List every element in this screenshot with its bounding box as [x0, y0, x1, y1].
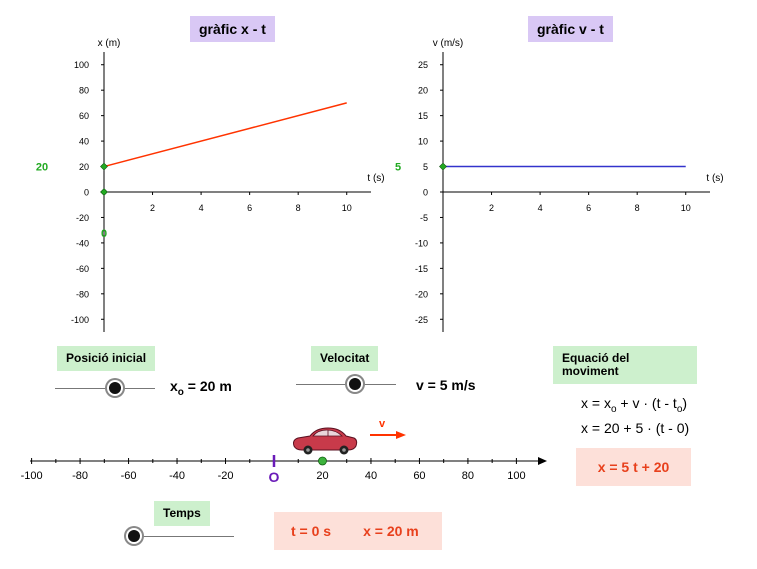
vt-graph-y-tick-label: -20 [415, 289, 428, 299]
position-axis-tick-label: 100 [507, 470, 525, 482]
xt-graph-y-tick-label: -100 [71, 315, 89, 325]
position-axis-tick-label: -100 [21, 470, 43, 482]
velocity-slider-knob[interactable] [349, 378, 361, 390]
vt-graph-x-tick-label: 10 [681, 203, 691, 213]
vt-graph-y-tick-label: -15 [415, 264, 428, 274]
velocity-slider-track[interactable] [296, 384, 396, 385]
vt-graph-value-marker[interactable] [439, 162, 447, 171]
position-axis-arrow [538, 457, 547, 465]
time-position-value: x = 20 m [363, 523, 419, 539]
xt-graph-y-tick-label: -40 [76, 238, 89, 248]
xt-graph-x-tick-label: 4 [199, 203, 204, 213]
xt-graph-y-tick-label: 80 [79, 86, 89, 96]
equation-label: Equació del moviment [553, 346, 697, 384]
xt-graph-y-tick-label: 0 [84, 188, 89, 198]
car-icon [293, 427, 358, 455]
position-slider-knob[interactable] [109, 382, 121, 394]
car-position-point[interactable] [318, 456, 327, 466]
xt-graph-time-marker[interactable] [100, 188, 108, 196]
vt-graph-y-tick-label: -25 [415, 315, 428, 325]
equation-general: x = xo + v · (t - to) [581, 395, 688, 415]
position-axis-tick-label: -60 [121, 470, 137, 482]
time-readout: t = 0 s x = 20 m [274, 512, 442, 550]
xt-graph-y-tick-label: 60 [79, 111, 89, 121]
position-axis-tick-label: 60 [413, 470, 425, 482]
initial-position-label: Posició inicial [57, 346, 156, 371]
xt-graph-y-tick-label: -80 [76, 289, 89, 299]
equation-substituted: x = 20 + 5 · (t - 0) [581, 420, 690, 436]
vt-graph-x-tick-label: 8 [635, 203, 640, 213]
vt-graph-y-tick-label: 10 [418, 137, 428, 147]
time-label: Temps [154, 501, 210, 526]
position-slider-track[interactable] [55, 388, 155, 389]
vt-graph-y-tick-label: -5 [420, 213, 428, 223]
origin-label: O [269, 469, 280, 485]
vt-graph-x-tick-label: 6 [586, 203, 591, 213]
vt-graph-x-label: t (s) [706, 173, 723, 184]
xt-graph-marker-time-label: 0 [101, 228, 107, 240]
xt-graph-y-tick-label: -60 [76, 264, 89, 274]
velocity-value: v = 5 m/s [416, 377, 476, 393]
velocity-arrow-label: v [379, 418, 386, 430]
time-slider-track[interactable] [134, 536, 234, 537]
vt-graph-y-tick-label: 25 [418, 60, 428, 70]
xt-graph-title: gràfic x - t [190, 16, 275, 42]
vt-graph-y-tick-label: -10 [415, 238, 428, 248]
vt-graph-x-tick-label: 4 [538, 203, 543, 213]
vt-graph-title: gràfic v - t [528, 16, 613, 42]
xt-graph-x-tick-label: 6 [247, 203, 252, 213]
xt-graph-series-line [103, 102, 347, 168]
position-axis-tick-label: 80 [462, 470, 474, 482]
velocity-label: Velocitat [311, 346, 379, 371]
position-axis-tick-label: 20 [316, 470, 328, 482]
xt-graph-y-tick-label: 40 [79, 137, 89, 147]
xt-graph-y-tick-label: -20 [76, 213, 89, 223]
position-axis-tick-label: 40 [365, 470, 377, 482]
xt-graph-y-label: x (m) [98, 38, 121, 49]
velocity-arrow-head [396, 431, 406, 439]
xt-graph-x-tick-label: 8 [296, 203, 301, 213]
vt-graph-marker-value-label: 5 [395, 162, 401, 174]
xt-graph-value-marker[interactable] [100, 162, 108, 171]
vt-graph-y-tick-label: 5 [423, 162, 428, 172]
position-value: xo = 20 m [170, 378, 232, 398]
xt-graph: 100 80 60 40 20 0 -20 -40 -60 -80 -100 2 4 6 8 10 x (m) t… [36, 38, 385, 332]
vt-graph: 25 20 15 10 5 0 -5 -10 -15 -20 -25 2 4 6 8 10 v (m/s) t (… [395, 38, 724, 332]
position-axis: -100 -80 -60 -40 -20 20 40 60 80 100 O v [21, 418, 547, 485]
vt-graph-x-tick-label: 2 [489, 203, 494, 213]
xt-graph-marker-value-label: 20 [36, 162, 48, 174]
vt-graph-y-tick-label: 20 [418, 86, 428, 96]
vt-graph-y-label: v (m/s) [433, 38, 464, 49]
vt-graph-y-tick-label: 15 [418, 111, 428, 121]
time-slider-knob[interactable] [128, 530, 140, 542]
equation-result: x = 5 t + 20 [576, 448, 691, 486]
xt-graph-y-tick-label: 100 [74, 60, 89, 70]
position-axis-tick-label: -80 [72, 470, 88, 482]
xt-graph-y-tick-label: 20 [79, 162, 89, 172]
position-axis-tick-label: -40 [169, 470, 185, 482]
xt-graph-x-label: t (s) [367, 173, 384, 184]
position-axis-tick-label: -20 [218, 470, 234, 482]
vt-graph-y-tick-label: 0 [423, 188, 428, 198]
time-value: t = 0 s [291, 523, 332, 539]
xt-graph-x-tick-label: 10 [342, 203, 352, 213]
xt-graph-x-tick-label: 2 [150, 203, 155, 213]
